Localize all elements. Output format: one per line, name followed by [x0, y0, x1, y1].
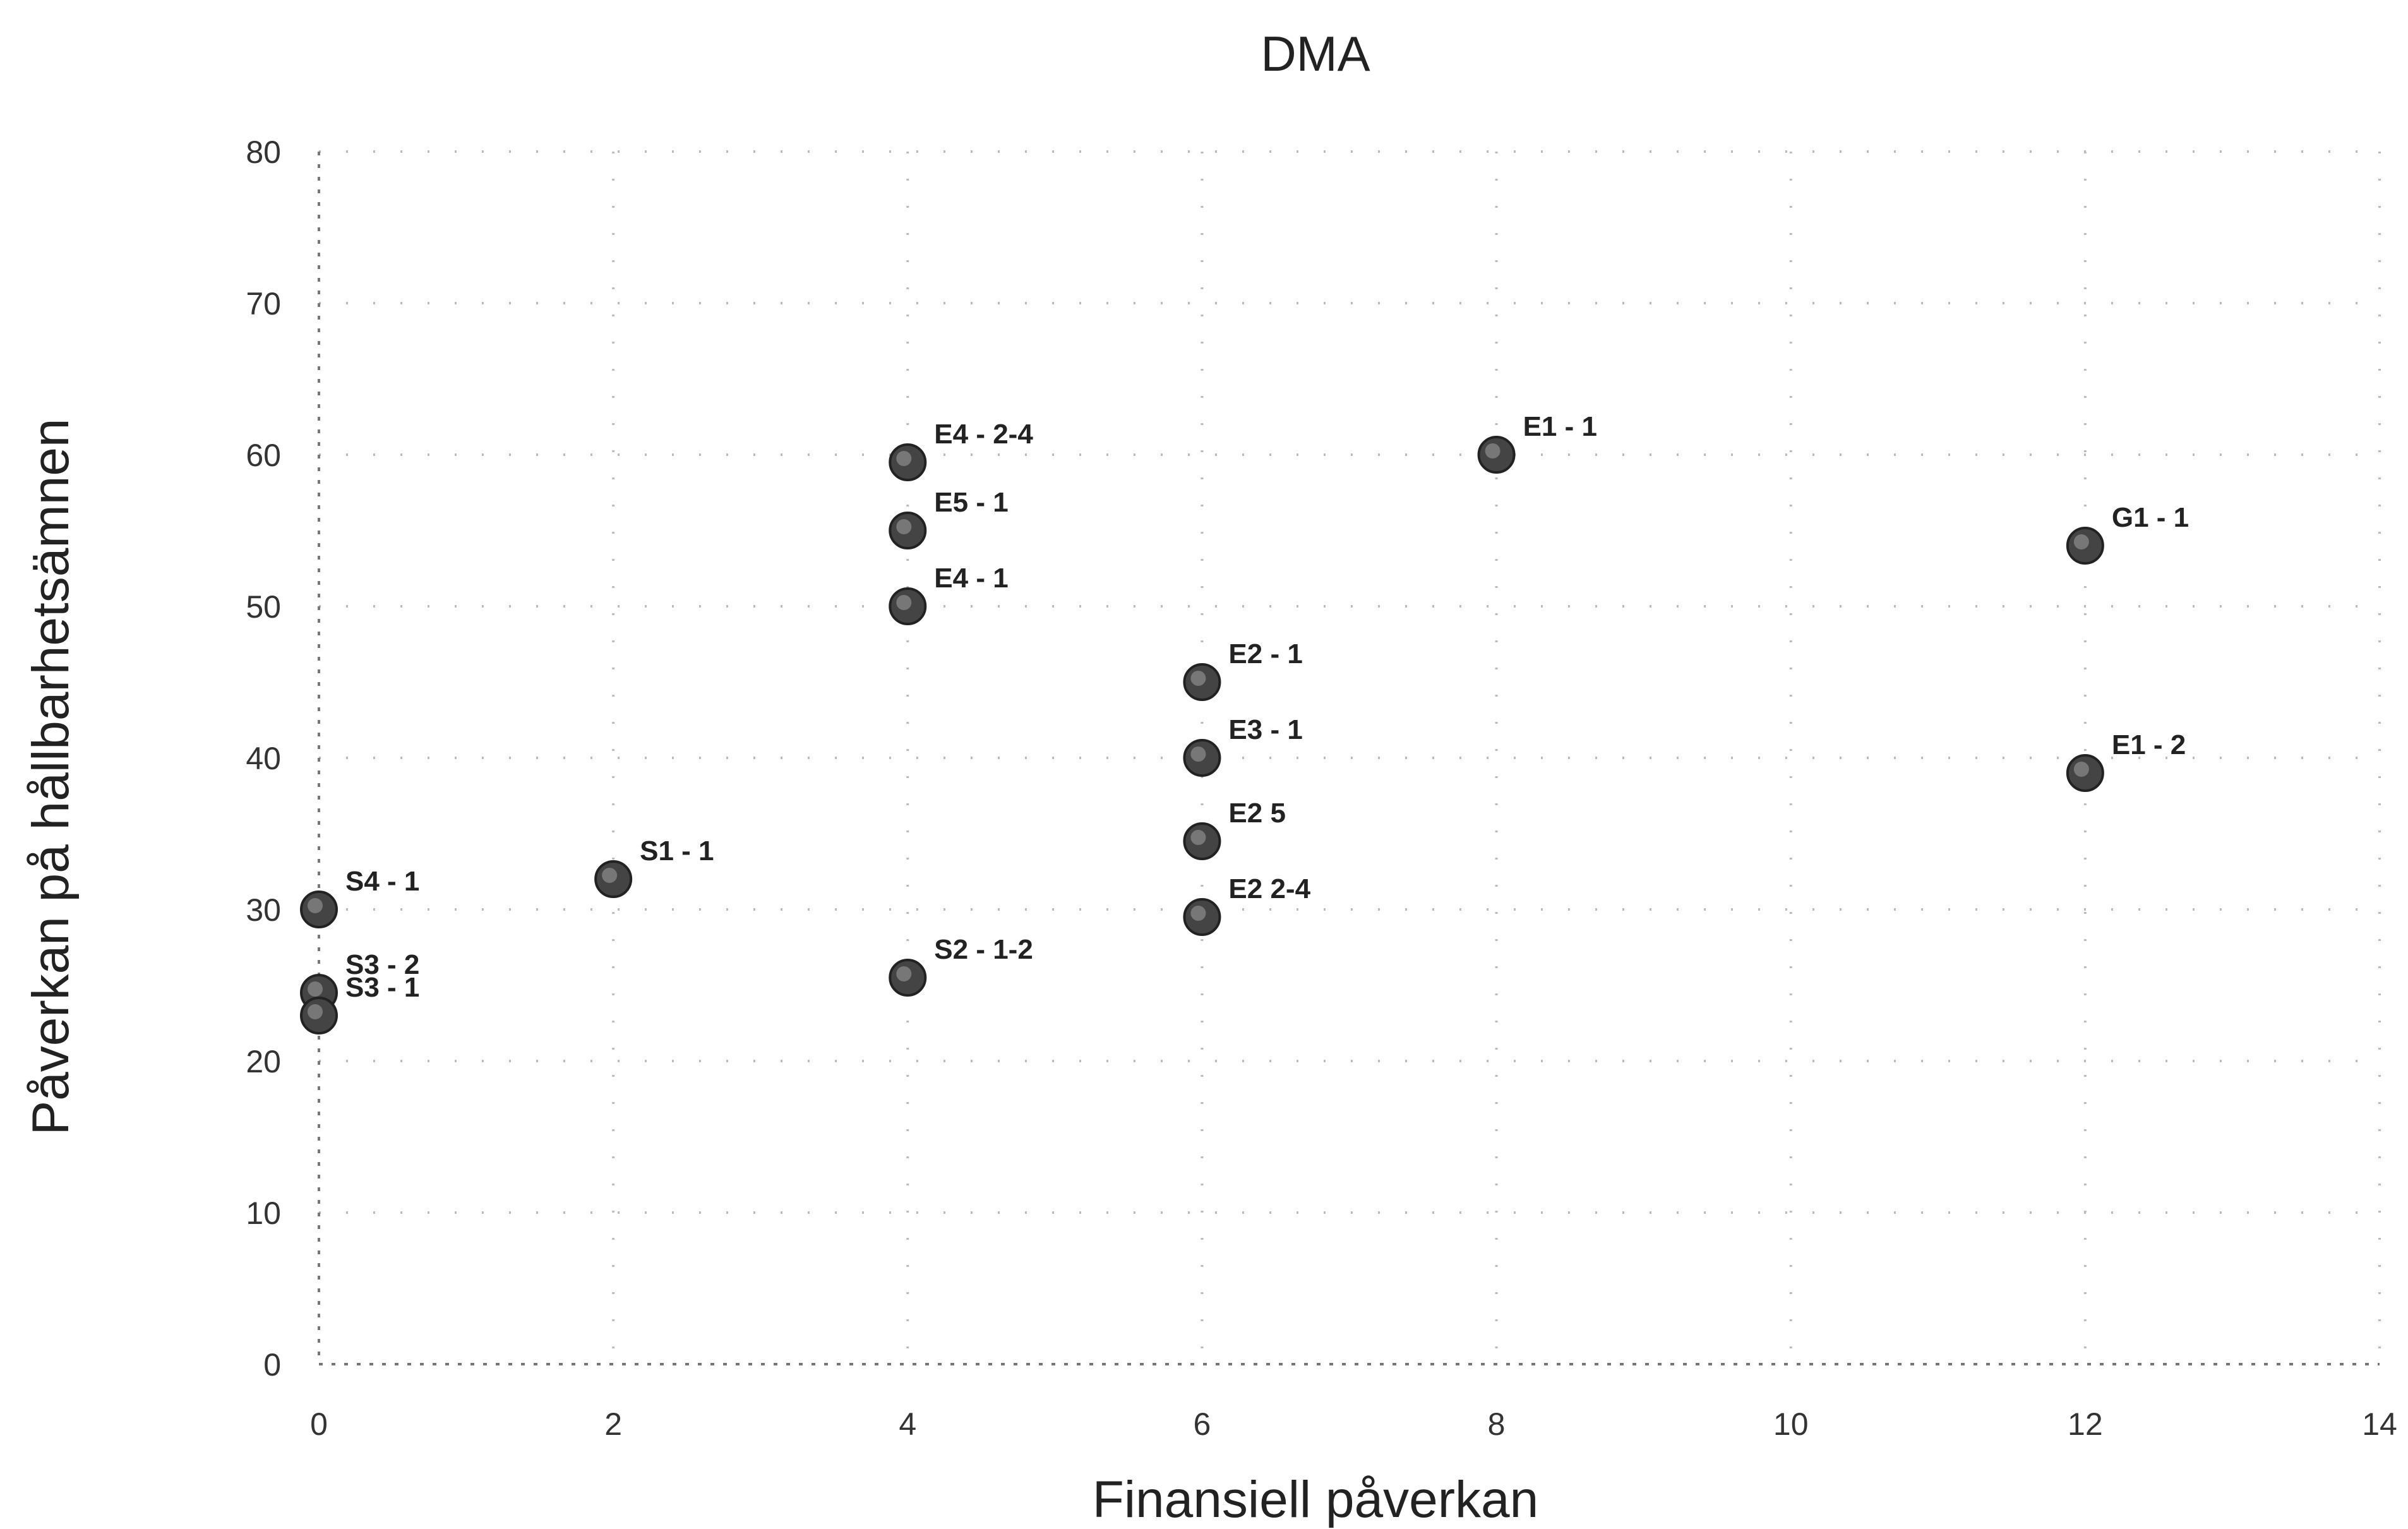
- data-point-highlight: [896, 595, 912, 610]
- point-label: S2 - 1-2: [934, 934, 1033, 965]
- x-tick-label: 4: [899, 1406, 916, 1442]
- point-labels: E4 - 2-4 E5 - 1 E4 - 1 E1 - 1 G1 - 1 E2 - 1 E3…: [345, 411, 2189, 1003]
- data-points: [300, 436, 2104, 1034]
- point-label: S3 - 2: [345, 949, 419, 980]
- x-tick-label: 0: [310, 1406, 328, 1442]
- y-tick-label: 10: [246, 1196, 281, 1231]
- y-tick-label: 70: [246, 286, 281, 321]
- y-axis-label: Påverkan på hållbarhetsämnen: [22, 418, 80, 1135]
- x-tick-label: 2: [604, 1406, 622, 1442]
- y-tick-label: 0: [263, 1347, 281, 1382]
- point-label: E3 - 1: [1228, 714, 1302, 745]
- point-label: E1 - 1: [1523, 411, 1597, 442]
- point-label: E4 - 2-4: [934, 419, 1033, 450]
- point-label: E2 2-4: [1228, 873, 1310, 904]
- point-label: E1 - 2: [2112, 729, 2186, 760]
- point-label: E2 - 1: [1228, 639, 1302, 669]
- x-tick-label: 12: [2068, 1406, 2103, 1442]
- data-point-highlight: [2073, 762, 2089, 777]
- y-tick-label: 20: [246, 1044, 281, 1079]
- point-label: E2 5: [1228, 798, 1286, 829]
- point-label: S3 - 1: [345, 972, 419, 1003]
- chart-title: DMA: [1261, 26, 1370, 81]
- data-point-highlight: [2073, 534, 2089, 549]
- point-label: G1 - 1: [2112, 502, 2189, 533]
- y-tick-label: 80: [246, 135, 281, 170]
- x-tick-labels: 0 2 4 6 8 10 12 14: [310, 1406, 2397, 1442]
- point-label: E4 - 1: [934, 563, 1008, 594]
- data-point-highlight: [308, 1004, 323, 1019]
- data-point-highlight: [602, 868, 618, 883]
- data-point-highlight: [896, 966, 912, 981]
- y-tick-label: 60: [246, 438, 281, 473]
- y-tick-label: 50: [246, 589, 281, 625]
- x-tick-label: 10: [1773, 1406, 1809, 1442]
- x-axis-label: Finansiell påverkan: [1093, 1471, 1539, 1528]
- data-point-highlight: [1190, 747, 1206, 762]
- data-point-highlight: [1485, 443, 1501, 459]
- y-tick-labels: 0 10 20 30 40 50 60 70 80: [246, 135, 281, 1382]
- point-label: S4 - 1: [345, 866, 419, 897]
- data-point-highlight: [1190, 830, 1206, 845]
- x-tick-label: 6: [1194, 1406, 1211, 1442]
- data-point-highlight: [308, 898, 323, 913]
- point-label: S1 - 1: [640, 836, 714, 866]
- x-tick-label: 14: [2362, 1406, 2397, 1442]
- data-point-highlight: [1190, 906, 1206, 921]
- gridlines: [319, 150, 2381, 1364]
- data-point-highlight: [1190, 671, 1206, 686]
- axes: [318, 152, 2380, 1365]
- y-tick-label: 40: [246, 741, 281, 776]
- x-tick-label: 8: [1488, 1406, 1506, 1442]
- point-label: E5 - 1: [934, 487, 1008, 518]
- data-point-highlight: [896, 519, 912, 534]
- y-tick-label: 30: [246, 892, 281, 928]
- data-point-highlight: [896, 451, 912, 466]
- data-point-highlight: [308, 981, 323, 997]
